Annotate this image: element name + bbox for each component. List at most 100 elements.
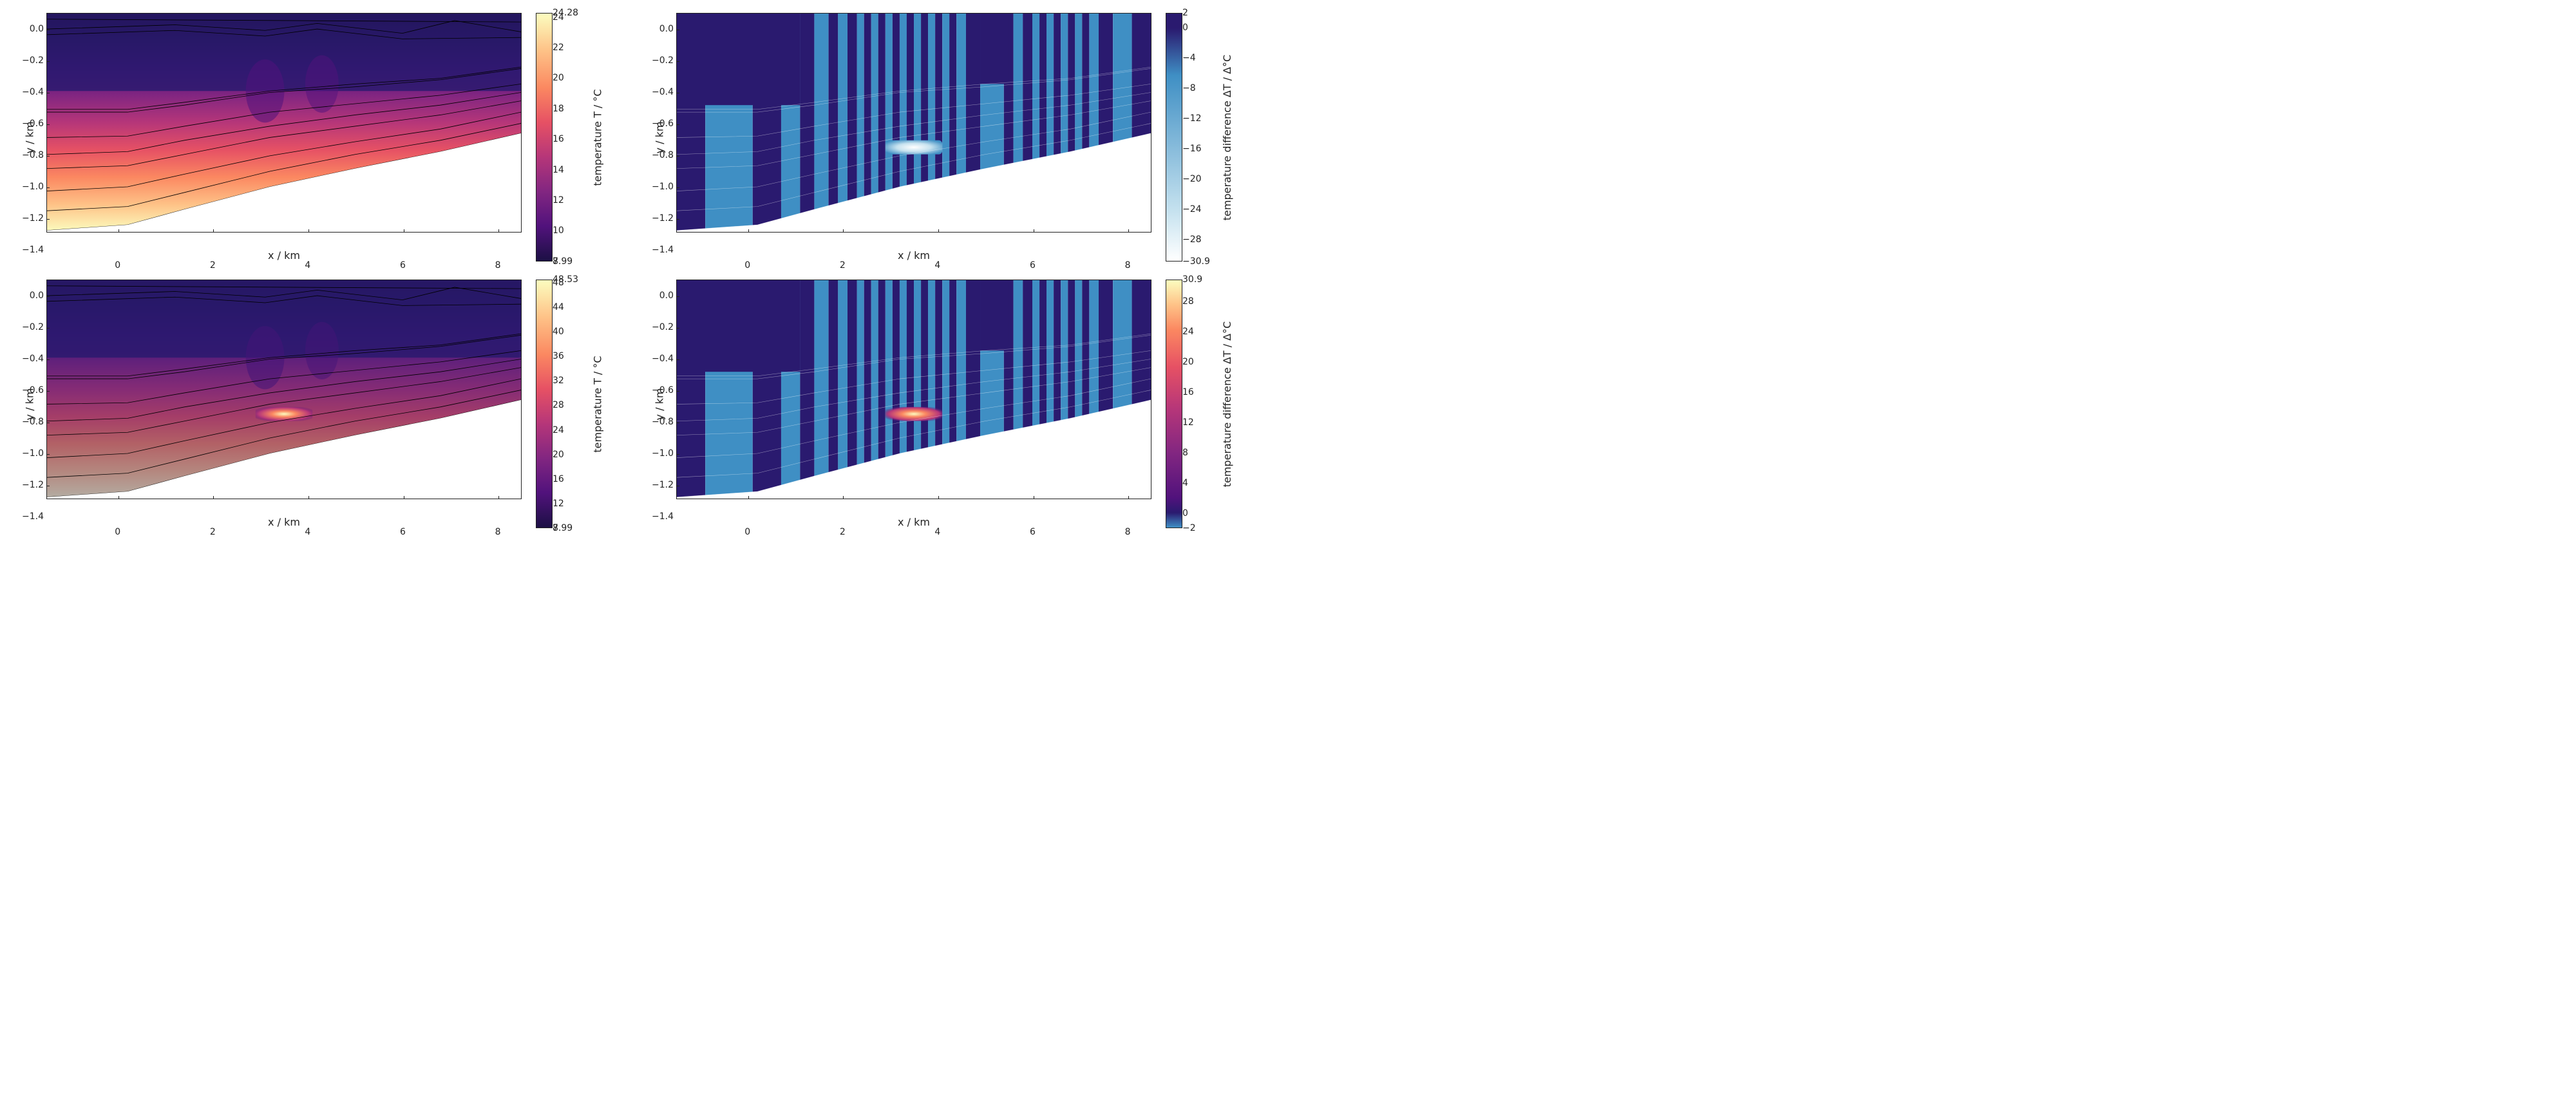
x-tick: 4 — [305, 527, 310, 537]
y-tick: −1.2 — [640, 480, 674, 490]
y-tick: −0.2 — [640, 55, 674, 66]
colorbar — [1166, 13, 1182, 262]
y-tick: −0.6 — [10, 119, 44, 129]
colorbar-tick: 30.9 — [1182, 274, 1202, 285]
panel-top-left: y / km02468−1.4−1.2−1.0−0.8−0.6−0.4−0.20… — [13, 13, 607, 262]
y-tick: −1.4 — [640, 245, 674, 255]
x-tick: 8 — [1125, 527, 1131, 537]
y-tick: 0.0 — [640, 290, 674, 301]
axes — [676, 280, 1151, 499]
colorbar-tick: 12 — [1182, 417, 1194, 428]
panel-bottom-left: y / km 02468−1.4−1.2−1.0−0.8−0.6−0.4−0.2… — [13, 280, 607, 528]
y-tick: −0.2 — [640, 322, 674, 332]
colorbar-tick: 16 — [553, 474, 564, 484]
colorbar-tick: −20 — [1182, 174, 1202, 184]
x-tick: 0 — [115, 260, 120, 271]
y-tick: 0.0 — [10, 24, 44, 34]
colorbar-tick: 24.28 — [553, 8, 578, 18]
colorbar-tick: 8 — [1182, 448, 1188, 458]
y-tick: −0.8 — [640, 150, 674, 160]
y-tick: −0.8 — [10, 417, 44, 427]
x-tick: 0 — [744, 527, 750, 537]
colorbar-tick: 10 — [553, 225, 564, 236]
colorbar — [536, 13, 553, 262]
colorbar-tick: 8 — [553, 523, 558, 533]
x-tick: 2 — [210, 260, 216, 271]
colorbar-tick: 20 — [553, 450, 564, 460]
colorbar-tick: −2 — [1182, 523, 1196, 533]
colorbar-tick: −8 — [1182, 83, 1196, 93]
y-tick: 0.0 — [10, 290, 44, 301]
y-tick: −1.2 — [640, 213, 674, 224]
x-tick: 6 — [1030, 527, 1036, 537]
colorbar-tick: 44 — [553, 302, 564, 312]
x-tick: 2 — [840, 527, 846, 537]
x-tick: 0 — [744, 260, 750, 271]
y-tick: −1.4 — [640, 511, 674, 522]
colorbar — [1166, 280, 1182, 528]
colorbar-label: temperature difference ΔT / Δ°C — [1222, 54, 1234, 220]
colorbar-tick: 0 — [1182, 23, 1188, 33]
x-tick: 4 — [305, 260, 310, 271]
colorbar-tick: 20 — [1182, 357, 1194, 367]
y-tick: −1.4 — [10, 245, 44, 255]
colorbar-tick: 0 — [1182, 508, 1188, 519]
colorbar-tick: 40 — [553, 327, 564, 337]
x-tick: 8 — [495, 527, 501, 537]
y-tick: −1.0 — [10, 182, 44, 192]
y-tick: −0.2 — [10, 55, 44, 66]
colorbar-tick: 16 — [1182, 387, 1194, 397]
y-tick: −1.2 — [10, 480, 44, 490]
x-tick: 6 — [400, 260, 406, 271]
colorbar-tick: 4 — [1182, 478, 1188, 488]
y-tick: −1.0 — [640, 182, 674, 192]
colorbar-tick: 14 — [553, 165, 564, 175]
x-tick: 6 — [400, 527, 406, 537]
colorbar-tick: −24 — [1182, 204, 1202, 214]
colorbar-label: temperature difference ΔT / Δ°C — [1222, 321, 1234, 486]
colorbar-tick: 24 — [553, 425, 564, 435]
colorbar-tick: 28 — [1182, 296, 1194, 307]
axes — [676, 13, 1151, 233]
colorbar-tick: 2 — [1182, 8, 1188, 18]
x-tick: 4 — [934, 527, 940, 537]
axes — [46, 13, 522, 233]
colorbar-tick: 20 — [553, 73, 564, 83]
colorbar-tick: 32 — [553, 376, 564, 386]
panel-top-right: y / km 02468−1.4−1.2−1.0−0.8−0.6−0.4−0.2… — [643, 13, 1236, 262]
x-tick: 2 — [840, 260, 846, 271]
colorbar-tick: 22 — [553, 43, 564, 53]
y-tick: −0.4 — [640, 354, 674, 364]
y-tick: −0.4 — [640, 87, 674, 97]
x-tick: 0 — [115, 527, 120, 537]
axes — [46, 280, 522, 499]
figure-grid: y / km02468−1.4−1.2−1.0−0.8−0.6−0.4−0.20… — [13, 13, 1236, 528]
x-tick: 2 — [210, 527, 216, 537]
y-tick: −0.6 — [640, 119, 674, 129]
panel-bottom-right: y / km 02468−1.4−1.2−1.0−0.8−0.6−0.4−0.2… — [643, 280, 1236, 528]
colorbar-tick: 16 — [553, 134, 564, 144]
colorbar-label: temperature T / °C — [592, 89, 604, 186]
colorbar-label: temperature T / °C — [592, 356, 604, 452]
colorbar-tick: 24 — [1182, 327, 1194, 337]
y-tick: −0.2 — [10, 322, 44, 332]
y-tick: −0.4 — [10, 87, 44, 97]
y-tick: −0.4 — [10, 354, 44, 364]
colorbar — [536, 280, 553, 528]
x-tick: 8 — [1125, 260, 1131, 271]
colorbar-tick: −30.9 — [1182, 256, 1210, 267]
colorbar-tick: −16 — [1182, 144, 1202, 154]
colorbar-tick: 36 — [553, 351, 564, 361]
y-tick: −1.2 — [10, 213, 44, 224]
y-tick: −1.0 — [640, 448, 674, 459]
colorbar-tick: 48.53 — [553, 274, 578, 285]
y-tick: −1.0 — [10, 448, 44, 459]
colorbar-tick: 28 — [553, 400, 564, 410]
y-tick: −1.4 — [10, 511, 44, 522]
y-tick: −0.8 — [640, 417, 674, 427]
colorbar-tick: −12 — [1182, 113, 1202, 124]
colorbar-tick: −28 — [1182, 234, 1202, 245]
y-tick: −0.8 — [10, 150, 44, 160]
y-tick: 0.0 — [640, 24, 674, 34]
colorbar-tick: 18 — [553, 104, 564, 114]
